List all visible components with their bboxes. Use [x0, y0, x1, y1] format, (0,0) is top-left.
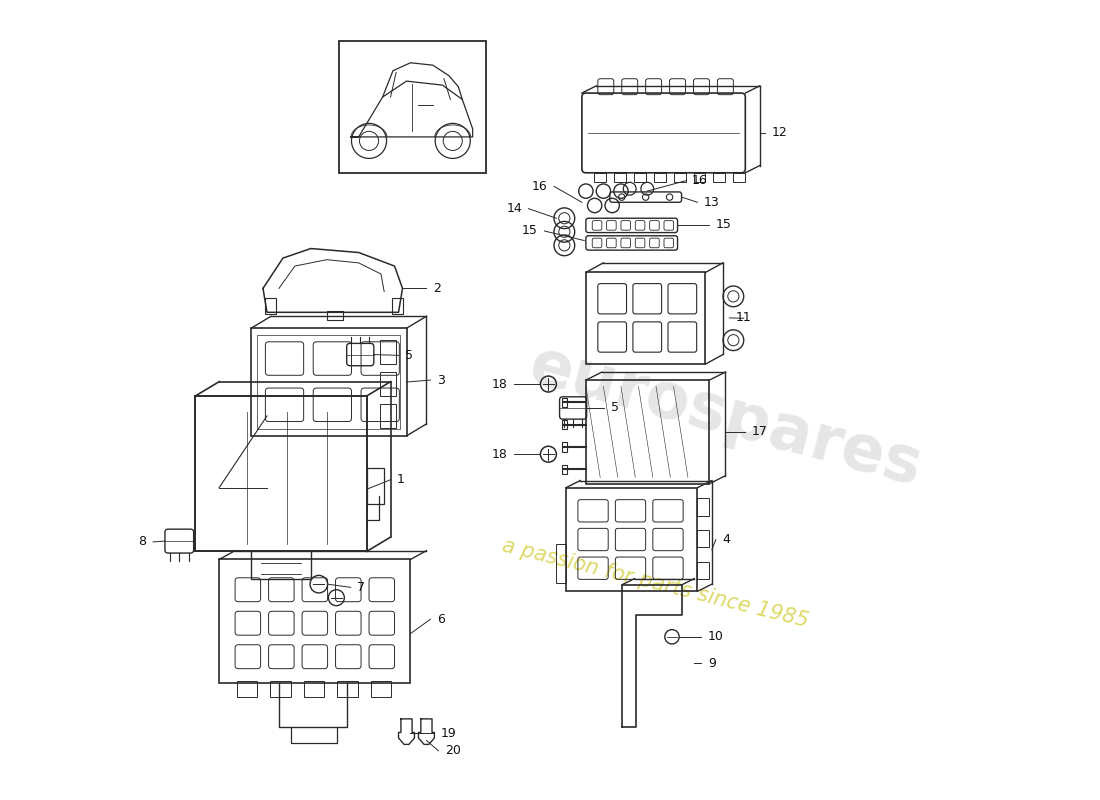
Bar	[697, 530, 710, 547]
Bar	[653, 173, 666, 182]
Text: 5: 5	[405, 349, 412, 362]
Bar	[219, 559, 410, 683]
Bar	[734, 173, 746, 182]
Bar	[697, 498, 710, 515]
Text: eurospares: eurospares	[522, 334, 928, 498]
Text: 12: 12	[771, 126, 788, 139]
Text: 9: 9	[708, 657, 716, 670]
Bar	[614, 173, 626, 182]
Bar	[634, 173, 646, 182]
Bar	[562, 442, 566, 452]
Text: 5: 5	[610, 402, 618, 414]
Text: 19: 19	[441, 726, 456, 740]
Bar	[565, 488, 697, 591]
Bar	[562, 465, 566, 474]
Bar	[673, 173, 685, 182]
Bar	[337, 682, 358, 698]
Bar	[693, 173, 705, 182]
Text: 17: 17	[751, 426, 768, 438]
Bar	[381, 340, 396, 364]
Bar	[327, 310, 343, 320]
Text: 15: 15	[522, 225, 538, 238]
Text: 20: 20	[444, 744, 461, 758]
Bar	[562, 420, 566, 430]
Bar	[697, 562, 710, 579]
Bar	[366, 468, 384, 504]
Text: a passion for parts since 1985: a passion for parts since 1985	[500, 535, 811, 631]
Bar	[594, 173, 606, 182]
Bar	[586, 380, 710, 484]
Bar	[236, 682, 257, 698]
Text: 15: 15	[716, 218, 732, 231]
Text: 2: 2	[432, 282, 441, 295]
Bar	[381, 404, 396, 428]
Bar	[339, 42, 486, 173]
Text: 7: 7	[358, 581, 365, 594]
Bar	[557, 543, 565, 583]
Text: 16: 16	[692, 174, 707, 187]
Bar	[195, 396, 366, 551]
Text: 1: 1	[397, 474, 405, 486]
Text: 13: 13	[704, 196, 719, 209]
Text: 11: 11	[736, 311, 751, 324]
Bar	[586, 273, 705, 364]
Bar	[304, 682, 324, 698]
Bar	[371, 682, 392, 698]
Bar	[562, 398, 566, 407]
Text: 16: 16	[532, 180, 548, 193]
Bar	[392, 298, 404, 314]
Text: 10: 10	[708, 630, 724, 643]
Text: 4: 4	[723, 533, 730, 546]
Bar	[381, 372, 396, 396]
Text: 18: 18	[492, 378, 508, 390]
Text: 8: 8	[139, 535, 146, 549]
Bar	[257, 334, 400, 430]
Bar	[251, 328, 407, 436]
Text: 3: 3	[437, 374, 444, 386]
Text: 6: 6	[437, 613, 444, 626]
Bar	[714, 173, 725, 182]
Text: 18: 18	[492, 448, 508, 461]
Bar	[265, 298, 276, 314]
Bar	[271, 682, 290, 698]
Text: 14: 14	[506, 202, 522, 215]
